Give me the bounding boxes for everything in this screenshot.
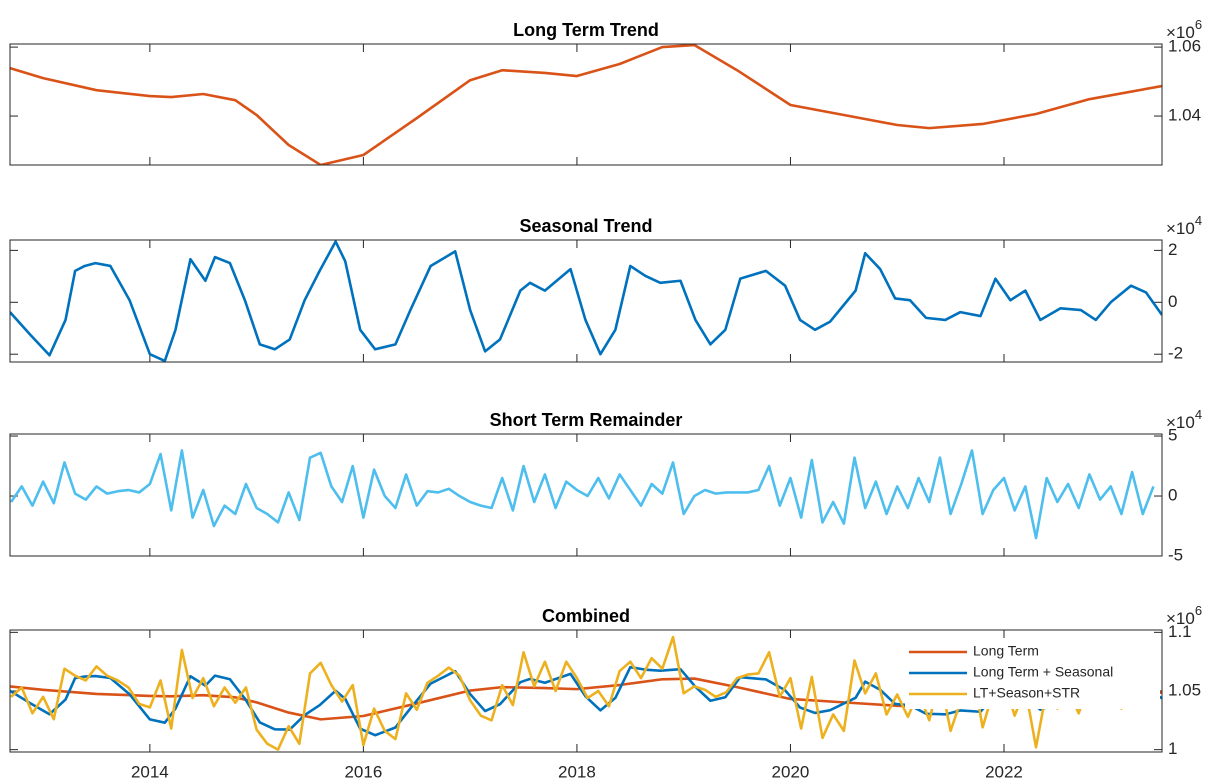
subplot-title: Seasonal Trend xyxy=(519,216,652,236)
subplot-title: Combined xyxy=(542,606,630,626)
x-tick-label: 2018 xyxy=(558,762,596,781)
plot-area xyxy=(10,44,1162,165)
multiplier-exponent: 6 xyxy=(1195,17,1202,32)
axes-box xyxy=(9,43,1163,166)
series-line xyxy=(10,44,1162,165)
legend-label: Long Term + Seasonal xyxy=(973,664,1113,680)
multiplier-exponent: 6 xyxy=(1195,603,1202,618)
subplot: Long Term Trend ×106 1.04 1.06 xyxy=(9,17,1202,166)
multiplier-base: ×10 xyxy=(1166,219,1195,238)
y-tick-label: 1 xyxy=(1168,739,1177,758)
y-tick-label: 0 xyxy=(1168,292,1177,311)
subplot: Short Term Remainder ×104 -5 0 5 xyxy=(9,407,1202,564)
series-line xyxy=(10,665,1162,737)
y-tick-label: 2 xyxy=(1168,240,1177,259)
y-multiplier: ×106 xyxy=(1166,17,1202,42)
y-multiplier: ×104 xyxy=(1166,407,1202,432)
subplot-title: Long Term Trend xyxy=(513,20,659,40)
y-tick-label: 5 xyxy=(1168,426,1177,445)
series-line xyxy=(10,449,1155,540)
series-line xyxy=(10,240,1162,362)
legend-label: Long Term xyxy=(973,643,1039,659)
subplot: Seasonal Trend ×104 -2 0 2 xyxy=(9,213,1202,363)
y-tick-label: 1.06 xyxy=(1168,37,1201,56)
x-tick-label: 2016 xyxy=(344,762,382,781)
multiplier-exponent: 4 xyxy=(1195,213,1202,228)
axes-box xyxy=(9,433,1163,557)
subplot: Combined ×106 1 1.05 1.1 2014 2016 2018 2020 2022… xyxy=(9,603,1202,781)
y-tick-label: -2 xyxy=(1168,344,1183,363)
multiplier-exponent: 4 xyxy=(1195,407,1202,422)
y-multiplier: ×106 xyxy=(1166,603,1202,628)
y-multiplier: ×104 xyxy=(1166,213,1202,238)
y-tick-label: 1.1 xyxy=(1168,622,1192,641)
legend-label: LT+Season+STR xyxy=(973,685,1080,701)
plot-area xyxy=(10,240,1162,362)
legend: Long Term Long Term + Seasonal LT+Season+S… xyxy=(905,640,1160,709)
x-tick-label: 2022 xyxy=(985,762,1023,781)
y-tick-label: 0 xyxy=(1168,486,1177,505)
y-tick-label: 1.05 xyxy=(1168,680,1201,699)
axes-box xyxy=(9,629,1163,753)
subplot-title: Short Term Remainder xyxy=(490,410,683,430)
axes-box xyxy=(9,239,1163,363)
x-tick-label: 2014 xyxy=(131,762,169,781)
multiplier-base: ×10 xyxy=(1166,23,1195,42)
multiplier-base: ×10 xyxy=(1166,609,1195,628)
y-tick-label: 1.04 xyxy=(1168,106,1201,125)
x-tick-label: 2020 xyxy=(772,762,810,781)
multiplier-base: ×10 xyxy=(1166,413,1195,432)
y-tick-label: -5 xyxy=(1168,545,1183,564)
